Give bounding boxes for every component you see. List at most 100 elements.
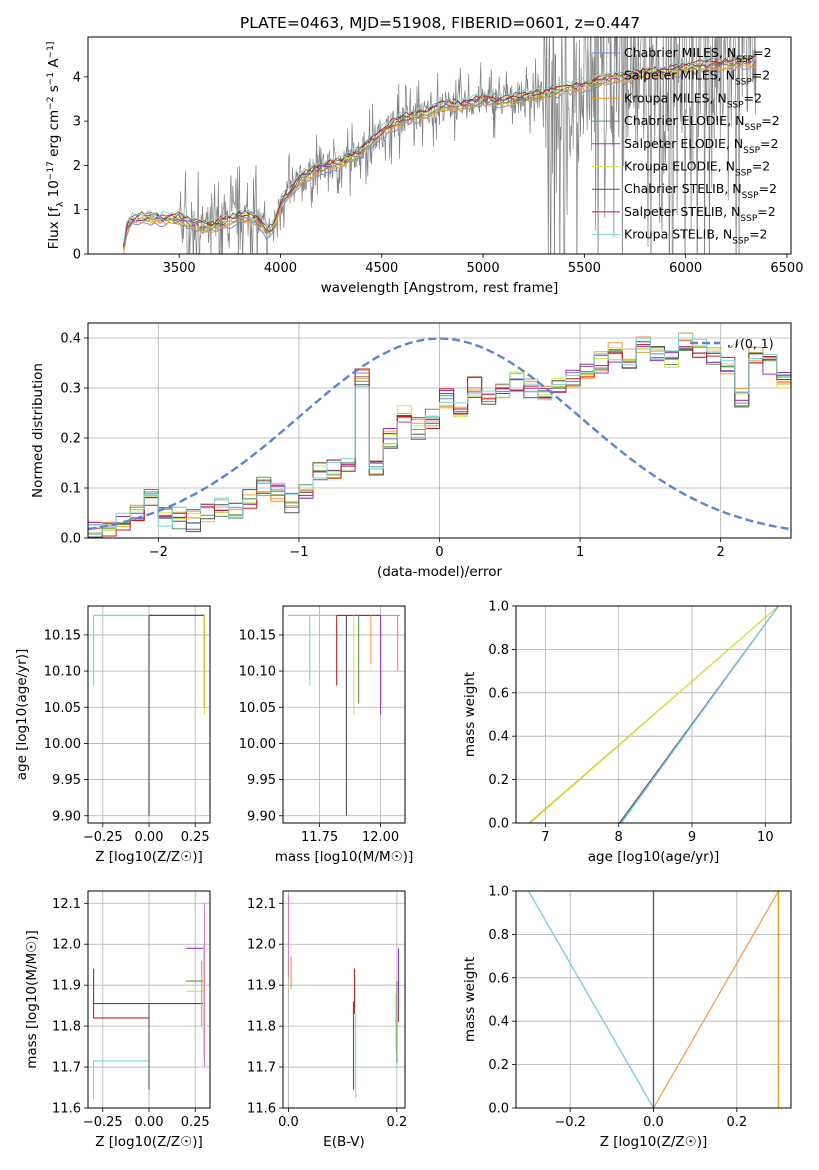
y-tick-label: 11.8 (247, 1020, 276, 1035)
y-tick-label: 0.3 (60, 382, 81, 397)
y-tick-label: 0.4 (488, 1015, 509, 1030)
x-tick-label: 4500 (365, 261, 398, 276)
label-part: =2 (752, 159, 770, 174)
label-part: Z [log10(Z/Z☉)] (95, 849, 203, 865)
x-axis-label: E(B-V) (323, 1134, 365, 1150)
label-part: mass weight (462, 672, 478, 757)
legend-entry: Salpeter ELODIE, NSSP=2 (624, 136, 778, 156)
panel-weight-vs-age: 7 8 9 10 0.0 0.2 0.4 0.6 0.8 1.0 age [log10(age/yr… (462, 600, 792, 865)
model-kroupa-elodie (123, 57, 756, 246)
label-part: SSP (742, 191, 759, 201)
legend-entry: Kroupa STELIB, NSSP=2 (624, 227, 768, 247)
x-tick-label: −0.25 (83, 830, 123, 845)
y-axis-label: Flux [fλ 10−17 erg cm−2 s−1 A−1] (46, 42, 66, 250)
hist-chabrier-stelib (88, 341, 791, 538)
axes-frame (282, 890, 406, 1109)
axes-frame (87, 890, 211, 1109)
legend-entry: Chabrier ELODIE, NSSP=2 (624, 113, 780, 133)
x-tick-label: 5500 (568, 261, 601, 276)
legend-entry: Salpeter MILES, NSSP=2 (624, 68, 770, 88)
x-tick-label: 3500 (163, 261, 196, 276)
y-tick-label: 0 (73, 248, 81, 263)
y-tick-label: 11.8 (52, 1020, 81, 1035)
model-salpeter-stelib (123, 54, 756, 246)
label-part: =2 (759, 181, 777, 196)
legend-entry: Chabrier MILES, NSSP=2 (624, 45, 772, 65)
x-tick-label: 5000 (467, 261, 500, 276)
label-part: SSP (732, 237, 749, 247)
label-part: Kroupa MILES, N (624, 90, 727, 105)
axes-frame (282, 605, 406, 824)
x-tick-label: 10 (757, 830, 774, 845)
label-part: =2 (744, 90, 762, 105)
y-tick-label: 1.0 (488, 600, 509, 615)
x-tick-label: 9 (688, 830, 696, 845)
label-part: SSP (743, 146, 760, 156)
legend-entry: Chabrier STELIB, NSSP=2 (624, 181, 777, 201)
y-axis-label: mass [log10(M/M☉)] (24, 930, 40, 1069)
x-tick-label: 4000 (264, 261, 297, 276)
legend-entry: 𝒩(0, 1) (728, 336, 774, 351)
label-part: Kroupa STELIB, N (624, 227, 732, 242)
label-part: SSP (735, 169, 752, 179)
x-tick-label: 0.0 (643, 1115, 664, 1130)
axes-frame (87, 322, 792, 539)
model-kroupa-stelib (123, 54, 756, 244)
x-axis-label: Z [log10(Z/Z☉)] (95, 1134, 203, 1150)
y-tick-label: 11.7 (52, 1061, 81, 1076)
y-tick-label: 9.90 (52, 809, 81, 824)
x-axis-label: (data-model)/error (377, 564, 503, 580)
label-part: −1] (46, 42, 56, 59)
y-tick-label: 0.4 (60, 332, 81, 347)
y-tick-label: 9.90 (247, 809, 276, 824)
y-tick-label: 11.6 (52, 1102, 81, 1117)
x-tick-label: 0.2 (726, 1115, 747, 1130)
y-tick-label: 10.15 (44, 628, 81, 643)
label-part: SSP (736, 55, 753, 65)
x-axis-label: Z [log10(Z/Z☉)] (95, 849, 203, 865)
label-part: −2 (46, 97, 56, 110)
label-part: =2 (753, 45, 771, 60)
hist-salpeter-stelib (88, 344, 791, 537)
hist-kroupa-stelib (88, 332, 791, 535)
label-part: =2 (757, 204, 775, 219)
plot-area-residuals (88, 323, 791, 538)
label-part: Salpeter STELIB, N (624, 204, 740, 219)
x-tick-label: 6500 (770, 261, 803, 276)
y-tick-label: 10.10 (239, 665, 276, 680)
x-tick-label: −0.25 (83, 1115, 123, 1130)
y-tick-label: 10.00 (239, 737, 276, 752)
y-tick-label: 12.1 (52, 897, 81, 912)
y-tick-label: 9.95 (247, 773, 276, 788)
x-tick-label: 0.00 (135, 830, 164, 845)
label-part: SSP (727, 100, 744, 110)
weightZ-line (527, 891, 655, 1108)
y-axis-label: mass weight (462, 957, 478, 1042)
x-tick-label: 0.25 (181, 1115, 210, 1130)
label-part: SSP (740, 214, 757, 224)
y-tick-label: 0.0 (488, 1102, 509, 1117)
y-tick-label: 9.95 (52, 773, 81, 788)
y-tick-label: 10.15 (239, 628, 276, 643)
y-tick-label: 11.7 (247, 1061, 276, 1076)
y-tick-label: 0.4 (488, 730, 509, 745)
hist-chabrier-miles (88, 339, 791, 528)
label-part: Chabrier STELIB, N (624, 181, 742, 196)
label-part: =2 (752, 68, 770, 83)
x-tick-label: 0.2 (387, 1115, 408, 1130)
label-part: =2 (749, 227, 767, 242)
y-tick-label: 11.9 (52, 979, 81, 994)
x-tick-label: 0.0 (278, 1115, 299, 1130)
x-tick-label: 1 (576, 545, 584, 560)
x-axis-label: age [log10(age/yr)] (588, 849, 720, 865)
x-tick-label: 7 (541, 830, 549, 845)
y-tick-label: 1.0 (488, 885, 509, 900)
x-tick-label: 0.00 (135, 1115, 164, 1130)
y-tick-label: 0.0 (488, 817, 509, 832)
label-part: 10 (46, 180, 62, 201)
label-part: Z [log10(Z/Z☉)] (600, 1134, 708, 1150)
panel-age-vs-Z: −0.25 0.00 0.25 9.90 9.95 10.00 10.05 10.10 10.1… (14, 605, 211, 865)
y-tick-label: 0.8 (488, 928, 509, 943)
y-tick-label: 10.00 (44, 737, 81, 752)
plot-area-spectrum (123, 37, 757, 254)
